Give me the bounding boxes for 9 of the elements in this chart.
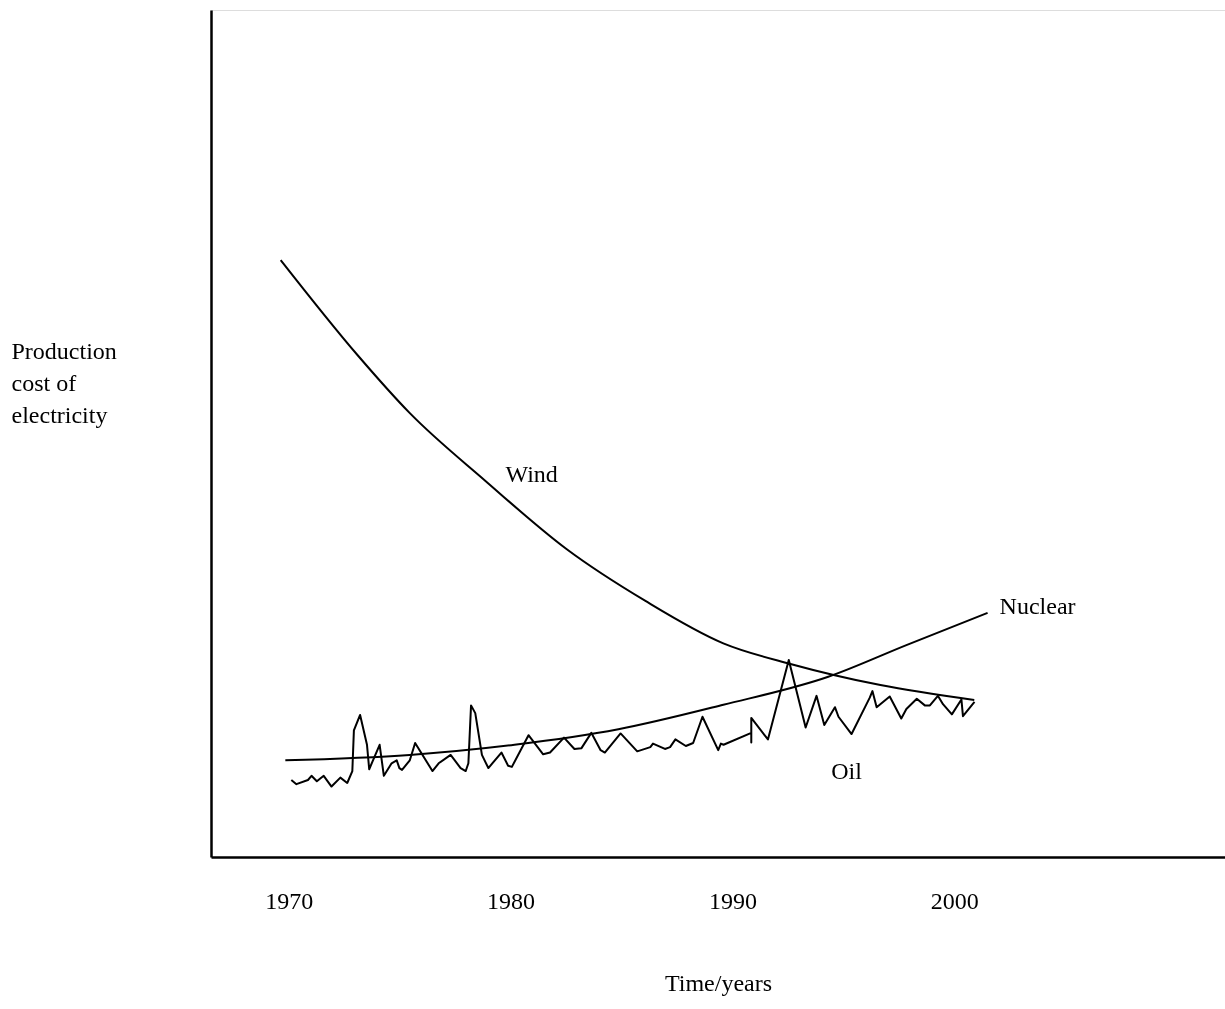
x-tick-label: 1990 (708, 887, 757, 914)
x-tick-label: 2000 (930, 887, 979, 914)
x-tick-label: 1980 (487, 887, 536, 914)
x-tick-label: 1970 (265, 887, 314, 914)
x-axis-title: Time/years (664, 969, 773, 996)
y-axis-title: Production cost of electricity (11, 337, 117, 428)
series-label: Wind (505, 460, 558, 487)
series-label: Oil (831, 758, 863, 785)
series-label: Nuclear (999, 592, 1076, 619)
